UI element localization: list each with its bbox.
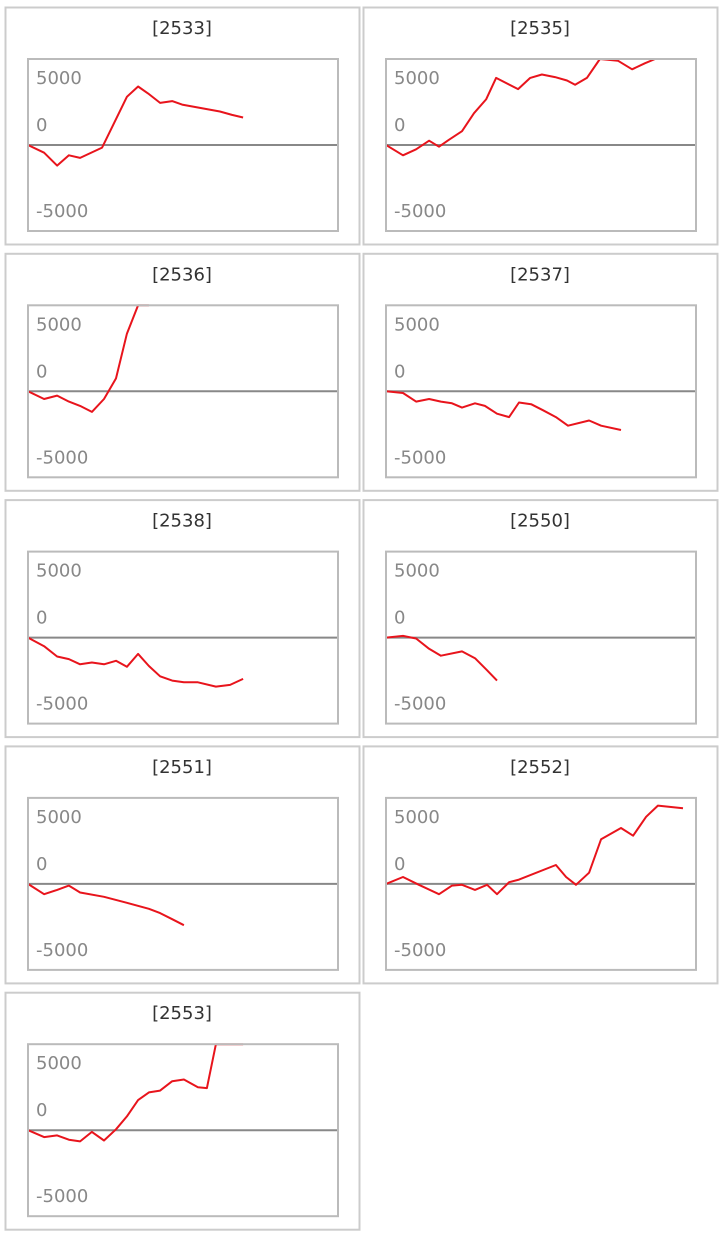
chart-title: [2538] (152, 511, 212, 532)
plot-area (386, 58, 683, 157)
y-tick-label: 0 (36, 854, 47, 875)
chart-title: [2537] (510, 264, 570, 285)
y-tick-label: 5000 (394, 561, 440, 582)
y-tick-label: 5000 (36, 68, 82, 89)
y-tick-label: 5000 (36, 1053, 82, 1074)
y-tick-label: 0 (394, 361, 405, 382)
y-tick-label: 5000 (394, 807, 440, 828)
y-tick-label: -5000 (36, 447, 88, 468)
card-border (362, 252, 719, 492)
y-tick-label: 0 (36, 608, 47, 629)
plot-area (28, 304, 149, 413)
card-border (4, 252, 361, 492)
data-line (386, 804, 684, 896)
data-line (386, 58, 683, 157)
data-line (28, 636, 244, 688)
card-border (4, 991, 361, 1231)
plot-area (28, 636, 244, 688)
plot-border (385, 304, 697, 479)
chart-card: [2538] 5000 0 -5000 (4, 499, 361, 739)
card-border (4, 745, 361, 985)
chart-title: [2535] (510, 18, 570, 39)
plot-area (386, 390, 622, 431)
plot-area (28, 1043, 244, 1143)
y-tick-label: -5000 (36, 694, 88, 715)
card-border (362, 745, 719, 985)
chart-card: [2537] 5000 0 -5000 (362, 252, 719, 492)
data-line (28, 1043, 244, 1143)
data-line (28, 304, 149, 413)
plot-area (28, 85, 244, 167)
chart-title: [2551] (152, 757, 212, 778)
y-tick-label: -5000 (394, 940, 446, 961)
y-tick-label: -5000 (394, 201, 446, 222)
plot-area (28, 883, 185, 927)
chart-card: [2533] 5000 0 -5000 (4, 6, 361, 246)
y-tick-label: -5000 (36, 1186, 88, 1207)
y-tick-label: 0 (36, 1100, 47, 1121)
chart-title: [2536] (152, 264, 212, 285)
plot-border (27, 1043, 339, 1218)
plot-border (27, 58, 339, 232)
plot-area (386, 634, 498, 682)
plot-border (385, 550, 697, 725)
y-tick-label: -5000 (394, 694, 446, 715)
chart-title: [2552] (510, 757, 570, 778)
card-border (4, 499, 361, 739)
y-tick-label: 0 (36, 115, 47, 136)
plot-area (386, 804, 684, 896)
chart-title: [2550] (510, 511, 570, 532)
card-border (362, 6, 719, 246)
chart-card: [2553] 5000 0 -5000 (4, 991, 361, 1231)
y-tick-label: 5000 (36, 561, 82, 582)
chart-card: [2536] 5000 0 -5000 (4, 252, 361, 492)
chart-card: [2535] 5000 0 -5000 (362, 6, 719, 246)
y-tick-label: -5000 (394, 447, 446, 468)
data-line (386, 390, 622, 431)
y-tick-label: -5000 (36, 940, 88, 961)
data-line (28, 85, 244, 167)
card-border (362, 499, 719, 739)
data-line (386, 634, 498, 682)
plot-border (27, 796, 339, 971)
y-tick-label: 0 (394, 115, 405, 136)
chart-card: [2552] 5000 0 -5000 (362, 745, 719, 985)
y-tick-label: 0 (36, 361, 47, 382)
plot-border (27, 304, 339, 479)
data-line (28, 883, 185, 927)
card-border (4, 6, 361, 246)
chart-card: [2550] 5000 0 -5000 (362, 499, 719, 739)
y-tick-label: -5000 (36, 201, 88, 222)
y-tick-label: 5000 (394, 314, 440, 335)
chart-title: [2553] (152, 1003, 212, 1024)
y-tick-label: 5000 (36, 314, 82, 335)
chart-card: [2551] 5000 0 -5000 (4, 745, 361, 985)
y-tick-label: 0 (394, 854, 405, 875)
plot-border (385, 796, 697, 971)
plot-border (385, 58, 697, 232)
y-tick-label: 0 (394, 608, 405, 629)
plot-border (27, 550, 339, 725)
chart-title: [2533] (152, 18, 212, 39)
y-tick-label: 5000 (394, 68, 440, 89)
y-tick-label: 5000 (36, 807, 82, 828)
